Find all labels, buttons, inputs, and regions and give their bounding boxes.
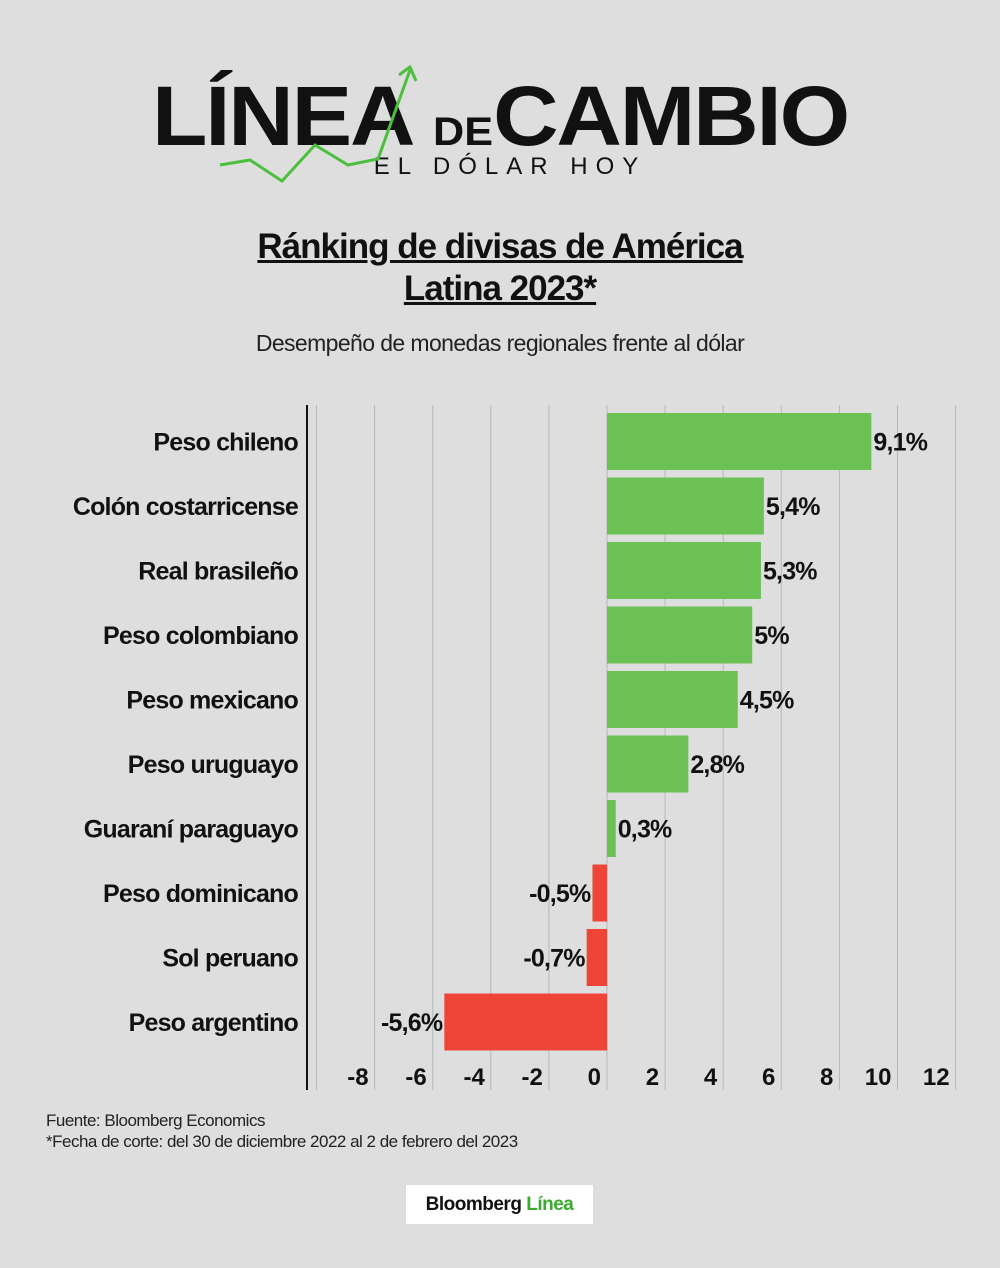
category-label: Peso chileno [153, 429, 298, 457]
bar [607, 477, 764, 535]
chart-title-line2: Latina 2023* [403, 269, 597, 308]
category-label: Colón costarricense [73, 493, 299, 521]
bar [592, 864, 607, 922]
x-tick-label: -8 [347, 1064, 368, 1091]
x-tick-label: 10 [865, 1064, 892, 1091]
bloomberg-linea-logo: Bloomberg Línea [406, 1185, 593, 1224]
data-label: 9,1% [873, 429, 927, 457]
x-tick-label: -6 [405, 1064, 426, 1091]
brand-bloomberg: Bloomberg [425, 1194, 522, 1215]
x-tick-label: 2 [646, 1064, 659, 1091]
data-label: -5,6% [381, 1009, 443, 1037]
x-tick-label: 0 [588, 1064, 601, 1091]
logo-wordmark: LÍNEA DECAMBIO [0, 71, 1000, 177]
category-label: Peso argentino [129, 1009, 299, 1037]
logo-word-linea: LÍNEA [151, 69, 412, 163]
linea-de-cambio-logo: LÍNEA DECAMBIO EL DÓLAR HOY [0, 55, 1000, 185]
data-label: 5% [754, 622, 789, 650]
data-label: -0,7% [523, 945, 585, 973]
x-tick-label: 12 [923, 1064, 950, 1091]
category-label: Peso mexicano [126, 687, 298, 715]
footnotes: Fuente: Bloomberg Economics *Fecha de co… [46, 1110, 518, 1152]
category-label: Peso uruguayo [128, 751, 299, 779]
data-label: 5,4% [766, 493, 820, 521]
logo-word-de: DE [433, 110, 494, 154]
bar [607, 606, 753, 664]
category-label: Sol peruano [162, 945, 298, 973]
category-label: Real brasileño [138, 558, 298, 586]
chart-title-line1: Ránking de divisas de América [257, 227, 743, 266]
data-label: 2,8% [690, 751, 744, 779]
data-label: 0,3% [618, 816, 672, 844]
data-label: 4,5% [740, 687, 794, 715]
source-note: Fuente: Bloomberg Economics [46, 1111, 265, 1130]
x-tick-label: 4 [704, 1064, 718, 1091]
x-tick-label: -2 [522, 1064, 543, 1091]
logo-word-cambio: CAMBIO [493, 69, 850, 163]
x-tick-label: 8 [820, 1064, 833, 1091]
bar [607, 735, 689, 793]
category-label: Peso dominicano [103, 880, 299, 908]
bar [607, 671, 738, 728]
chart-subtitle: Desempeño de monedas regionales frente a… [255, 330, 745, 356]
category-label: Guaraní paraguayo [84, 816, 299, 844]
data-label: 5,3% [763, 558, 817, 586]
bar [607, 542, 761, 599]
bar [607, 413, 872, 470]
bar [607, 800, 616, 857]
brand-linea: Línea [526, 1194, 574, 1215]
chart-title: Ránking de divisas de América Latina 202… [0, 226, 1000, 310]
cutoff-note: *Fecha de corte: del 30 de diciembre 202… [46, 1132, 518, 1151]
bar [444, 993, 607, 1051]
category-label: Peso colombiano [103, 622, 299, 650]
logo-subtitle: EL DÓLAR HOY [373, 153, 647, 180]
trend-arrow-icon [219, 64, 418, 183]
bar [586, 929, 607, 986]
x-tick-label: 6 [762, 1064, 775, 1091]
x-tick-label: -4 [463, 1064, 485, 1091]
data-label: -0,5% [529, 880, 591, 908]
